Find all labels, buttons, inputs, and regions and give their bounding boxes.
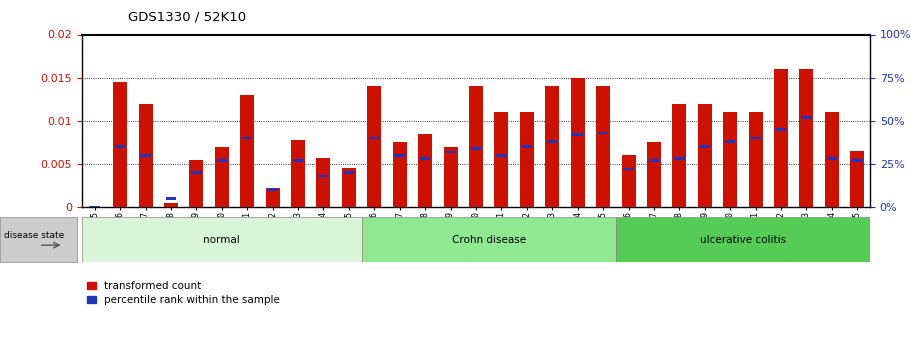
Bar <box>268 188 278 191</box>
Text: ulcerative colitis: ulcerative colitis <box>700 235 786 245</box>
Bar <box>164 203 178 207</box>
Bar <box>393 142 406 207</box>
Bar <box>520 112 534 207</box>
Bar <box>318 175 329 177</box>
Bar <box>674 157 684 160</box>
Bar <box>649 159 660 162</box>
Bar <box>113 82 128 207</box>
Bar <box>616 217 870 262</box>
Bar <box>266 188 280 207</box>
Bar <box>495 112 508 207</box>
Bar <box>138 104 152 207</box>
Bar <box>166 197 176 200</box>
Bar <box>444 147 457 207</box>
Bar <box>496 154 507 157</box>
Bar <box>800 69 814 207</box>
Bar <box>140 154 151 157</box>
Bar <box>723 112 737 207</box>
Bar <box>367 86 382 207</box>
Text: normal: normal <box>203 235 241 245</box>
Bar <box>546 86 559 207</box>
Bar <box>522 145 532 148</box>
Bar <box>572 133 583 136</box>
Bar <box>547 140 558 143</box>
Bar <box>217 159 227 162</box>
Bar <box>826 157 837 160</box>
Bar <box>89 206 100 208</box>
Bar <box>316 158 331 207</box>
Bar <box>824 112 839 207</box>
Bar <box>215 147 229 207</box>
Bar <box>850 151 865 207</box>
Bar <box>343 171 354 174</box>
Bar <box>369 137 380 139</box>
Bar <box>623 168 634 170</box>
Bar <box>191 171 201 174</box>
Bar <box>570 78 585 207</box>
Bar <box>242 137 252 139</box>
Bar <box>647 142 660 207</box>
Text: disease state: disease state <box>4 231 64 240</box>
Text: GDS1330 / 52K10: GDS1330 / 52K10 <box>128 10 246 23</box>
Bar <box>115 145 126 148</box>
Bar <box>776 128 786 131</box>
Bar <box>418 134 432 207</box>
Bar <box>672 104 686 207</box>
Bar <box>469 86 483 207</box>
Bar <box>774 69 788 207</box>
Bar <box>292 140 305 207</box>
Bar <box>471 147 481 150</box>
Bar <box>725 140 735 143</box>
Bar <box>749 112 763 207</box>
Bar <box>241 95 254 207</box>
Bar <box>189 159 203 207</box>
Text: Crohn disease: Crohn disease <box>452 235 526 245</box>
Bar <box>700 145 710 148</box>
Bar <box>292 159 303 162</box>
Bar <box>698 104 711 207</box>
Bar <box>420 157 430 160</box>
Bar <box>751 137 761 139</box>
Bar <box>445 150 456 153</box>
Bar <box>342 168 356 207</box>
Bar <box>852 159 863 162</box>
Legend: transformed count, percentile rank within the sample: transformed count, percentile rank withi… <box>87 281 280 305</box>
Bar <box>362 217 616 262</box>
Bar <box>621 155 636 207</box>
Bar <box>596 86 610 207</box>
Bar <box>82 217 362 262</box>
Bar <box>394 154 405 157</box>
Bar <box>801 116 812 119</box>
Bar <box>598 131 609 134</box>
